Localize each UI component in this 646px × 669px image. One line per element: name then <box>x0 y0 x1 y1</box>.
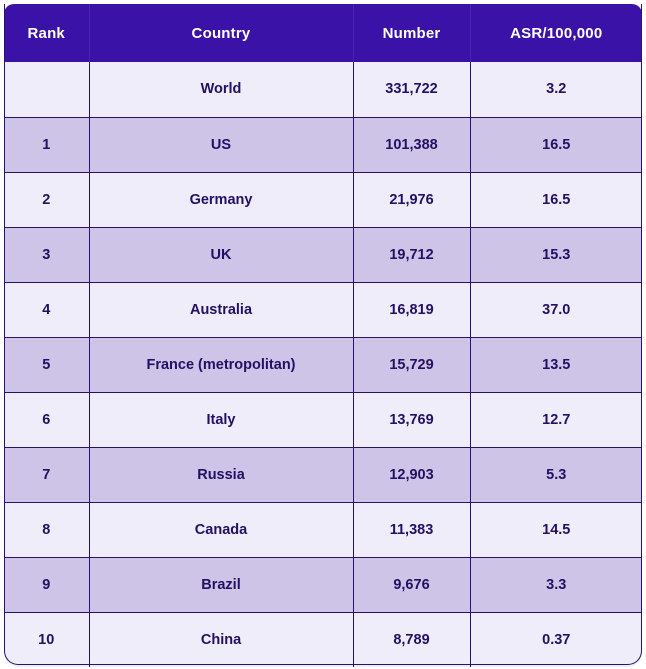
cell-country: China <box>89 612 354 667</box>
table-row[interactable]: 9 Brazil 9,676 3.3 <box>4 557 642 613</box>
cell-asr: 16.5 <box>470 117 642 173</box>
cell-number: 8,789 <box>353 612 471 667</box>
table-header-row: Rank Country Number ASR/100,000 <box>4 4 642 62</box>
cell-country: Canada <box>89 502 354 558</box>
cell-asr: 16.5 <box>470 172 642 228</box>
cell-number: 13,769 <box>353 392 471 448</box>
cell-asr: 5.3 <box>470 447 642 503</box>
table-row[interactable]: 5 France (metropolitan) 15,729 13.5 <box>4 337 642 393</box>
cell-rank <box>4 62 90 118</box>
table-row[interactable]: 4 Australia 16,819 37.0 <box>4 282 642 338</box>
table-row[interactable]: 10 China 8,789 0.37 <box>4 612 642 667</box>
cell-asr: 3.3 <box>470 557 642 613</box>
cell-number: 21,976 <box>353 172 471 228</box>
cell-rank: 7 <box>4 447 90 503</box>
cell-rank: 1 <box>4 117 90 173</box>
cell-asr: 13.5 <box>470 337 642 393</box>
ranking-table: Rank Country Number ASR/100,000 World 331… <box>4 4 642 667</box>
table-body: World 331,722 3.2 1 US 101,388 16.5 2 Germany 21,… <box>4 62 642 667</box>
column-header-number[interactable]: Number <box>353 4 471 62</box>
column-header-asr[interactable]: ASR/100,000 <box>470 4 642 62</box>
cell-number: 11,383 <box>353 502 471 558</box>
table-row[interactable]: World 331,722 3.2 <box>4 62 642 118</box>
cell-number: 9,676 <box>353 557 471 613</box>
cell-country: US <box>89 117 354 173</box>
cell-number: 15,729 <box>353 337 471 393</box>
table-row[interactable]: 8 Canada 11,383 14.5 <box>4 502 642 558</box>
column-header-country[interactable]: Country <box>89 4 354 62</box>
table-row[interactable]: 6 Italy 13,769 12.7 <box>4 392 642 448</box>
cell-country: UK <box>89 227 354 283</box>
cell-country: World <box>89 62 354 118</box>
cell-asr: 0.37 <box>470 612 642 667</box>
cell-rank: 4 <box>4 282 90 338</box>
cell-asr: 37.0 <box>470 282 642 338</box>
cell-rank: 10 <box>4 612 90 667</box>
cell-rank: 5 <box>4 337 90 393</box>
cell-country: France (metropolitan) <box>89 337 354 393</box>
cell-rank: 9 <box>4 557 90 613</box>
cell-country: Italy <box>89 392 354 448</box>
cell-asr: 15.3 <box>470 227 642 283</box>
cell-country: Russia <box>89 447 354 503</box>
ranking-table-container: Rank Country Number ASR/100,000 World 331… <box>4 4 642 667</box>
table-row[interactable]: 1 US 101,388 16.5 <box>4 117 642 173</box>
cell-number: 12,903 <box>353 447 471 503</box>
cell-rank: 2 <box>4 172 90 228</box>
cell-number: 331,722 <box>353 62 471 118</box>
cell-rank: 8 <box>4 502 90 558</box>
cell-country: Germany <box>89 172 354 228</box>
table-row[interactable]: 7 Russia 12,903 5.3 <box>4 447 642 503</box>
cell-asr: 3.2 <box>470 62 642 118</box>
cell-number: 101,388 <box>353 117 471 173</box>
cell-number: 19,712 <box>353 227 471 283</box>
cell-rank: 6 <box>4 392 90 448</box>
cell-rank: 3 <box>4 227 90 283</box>
cell-country: Brazil <box>89 557 354 613</box>
cell-asr: 12.7 <box>470 392 642 448</box>
table-row[interactable]: 3 UK 19,712 15.3 <box>4 227 642 283</box>
cell-asr: 14.5 <box>470 502 642 558</box>
column-header-rank[interactable]: Rank <box>4 4 90 62</box>
table-row[interactable]: 2 Germany 21,976 16.5 <box>4 172 642 228</box>
cell-number: 16,819 <box>353 282 471 338</box>
table-header: Rank Country Number ASR/100,000 <box>4 4 642 62</box>
cell-country: Australia <box>89 282 354 338</box>
